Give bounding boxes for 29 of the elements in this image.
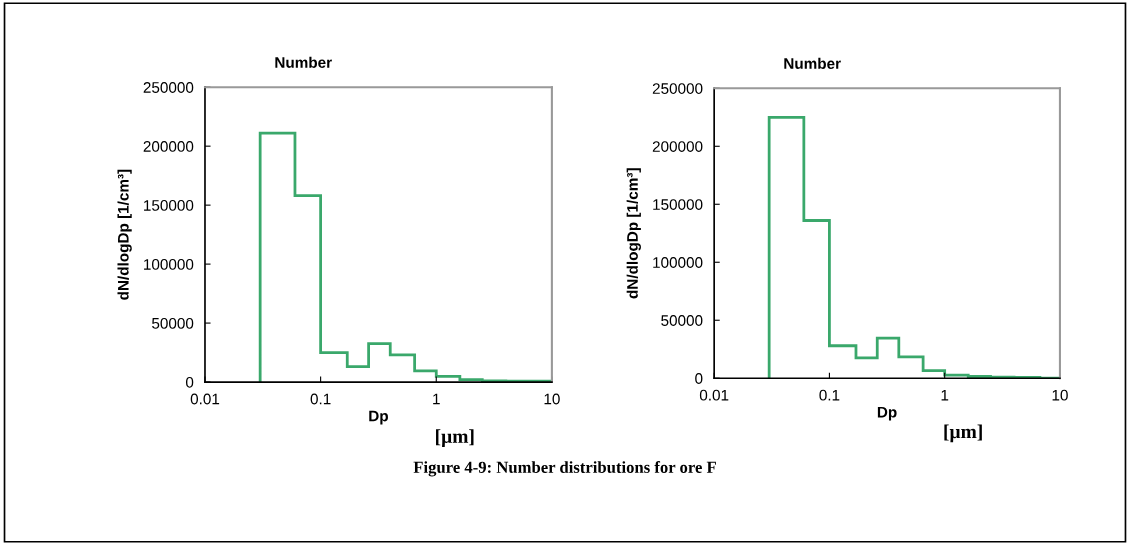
y-tick-label: 250000 bbox=[652, 83, 703, 94]
y-axis-title: dN/dlogDp [1/cm³] bbox=[626, 168, 641, 299]
x-tick-label: 10 bbox=[544, 393, 560, 405]
y-tick-label: 50000 bbox=[152, 317, 194, 329]
caption: Figure 4-9: Number distributions for ore F bbox=[413, 460, 716, 477]
chart-title: Number bbox=[784, 57, 841, 69]
x-tick-label: 0.1 bbox=[819, 389, 840, 401]
x-tick-label: 1 bbox=[941, 389, 949, 401]
y-axis-title: dN/dlogDp [1/cm³] bbox=[117, 169, 132, 300]
y-tick-label: 100000 bbox=[653, 257, 703, 268]
text: [µm] bbox=[436, 429, 474, 447]
x-axis-title: Dp bbox=[877, 406, 897, 421]
y-tick-label: 150000 bbox=[653, 199, 703, 210]
y-tick-label: 0 bbox=[695, 373, 703, 384]
x-tick-label: 0.01 bbox=[190, 393, 220, 405]
x-tick-label: 0.01 bbox=[699, 389, 729, 401]
y-tick-label: 150000 bbox=[144, 200, 194, 211]
x-axis-title: Dp bbox=[369, 410, 388, 425]
y-tick-label: 200000 bbox=[143, 141, 194, 152]
x-tick-label: 1 bbox=[433, 393, 440, 405]
y-tick-label: 0 bbox=[185, 376, 194, 388]
chart-title: Number bbox=[275, 56, 332, 68]
y-tick-label: 100000 bbox=[144, 258, 194, 270]
y-tick-label: 200000 bbox=[652, 141, 703, 152]
text: [µm] bbox=[944, 424, 982, 443]
x-tick-label: 10 bbox=[1052, 389, 1068, 401]
y-tick-label: 50000 bbox=[661, 315, 703, 326]
y-tick-label: 250000 bbox=[143, 82, 194, 93]
x-tick-label: 0.1 bbox=[310, 393, 331, 405]
